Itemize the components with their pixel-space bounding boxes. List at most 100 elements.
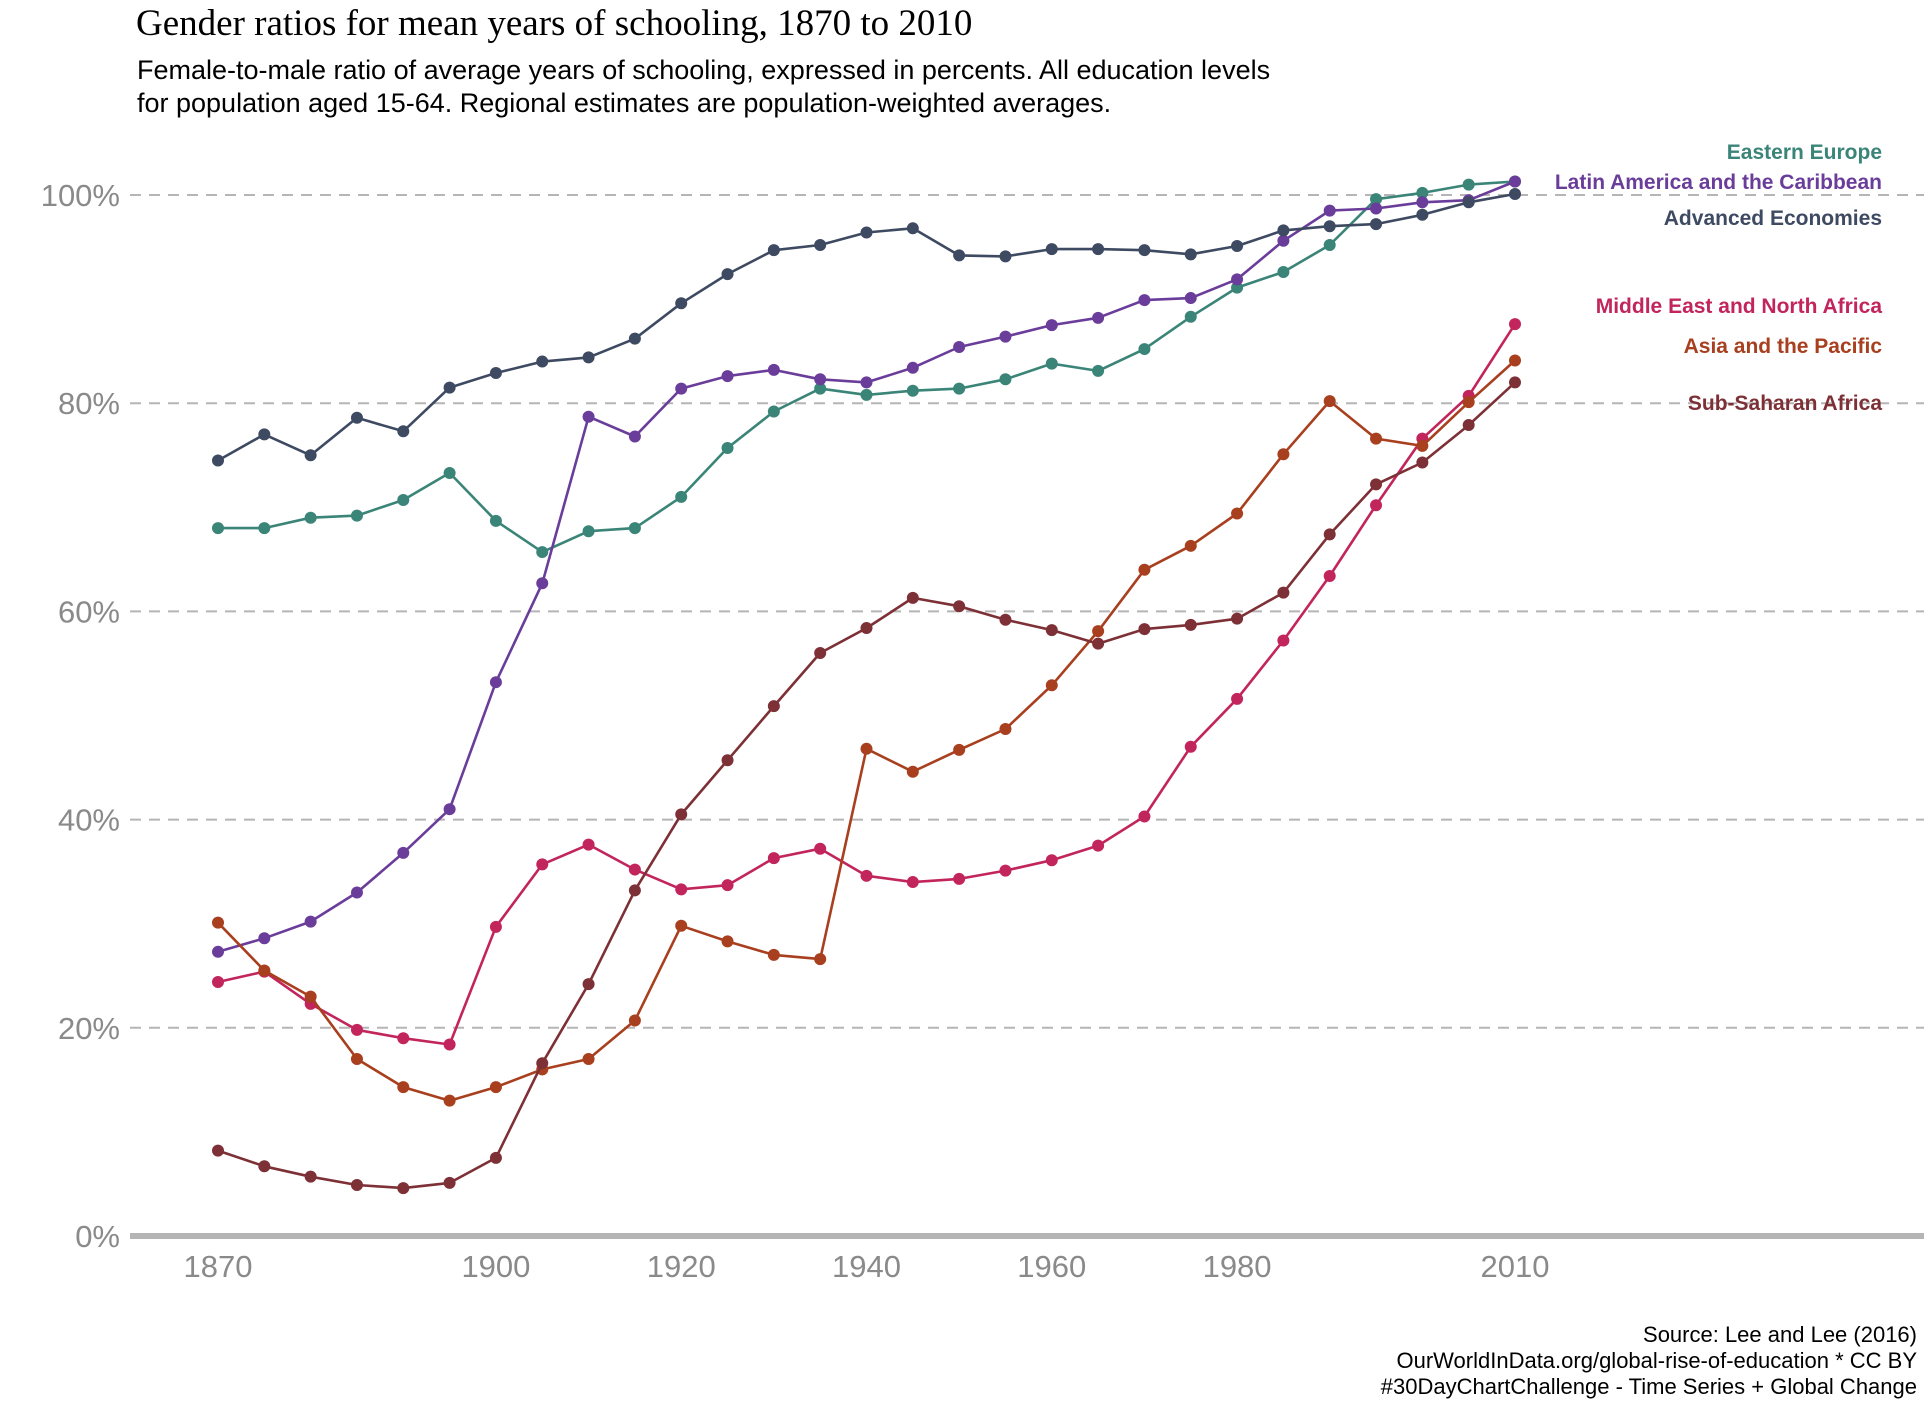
data-point [953,340,966,353]
data-point [953,872,966,885]
series-label: Asia and the Pacific [1684,335,1883,358]
data-point [721,370,734,383]
data-point [443,1176,456,1189]
data-point [443,803,456,816]
data-point [258,1160,271,1173]
y-tick-label: 20% [58,1011,120,1046]
data-point [1370,432,1383,445]
data-point [1092,839,1105,852]
source-note: Source: Lee and Lee (2016) [1643,1322,1917,1347]
y-tick-label: 0% [75,1219,120,1254]
data-point [1277,448,1290,461]
data-point [536,355,549,368]
data-point [999,373,1012,386]
series-label: Latin America and the Caribbean [1555,171,1882,194]
data-point [582,838,595,851]
data-point [582,525,595,538]
x-tick-label: 1960 [1017,1249,1086,1284]
data-point [814,647,827,660]
data-point [1416,456,1429,469]
data-point [953,249,966,262]
data-point [906,765,919,778]
data-point [860,742,873,755]
data-point [350,411,363,424]
series-asia-and-the-pacific [212,354,1521,1107]
data-point [953,382,966,395]
data-point [1462,196,1475,209]
subtitle-line: for population aged 15-64. Regional esti… [137,88,1112,118]
data-point [999,864,1012,877]
data-point [767,852,780,865]
data-point [767,948,780,961]
data-point [1509,175,1521,188]
data-point [1045,854,1058,867]
data-point [860,376,873,389]
data-point [1416,439,1429,452]
series-line [217,381,1516,1190]
y-tick-label: 80% [58,386,120,421]
data-point [1045,679,1058,692]
data-point [999,723,1012,736]
data-point [628,1014,641,1027]
data-point [212,975,224,988]
data-point [675,919,688,932]
data-point [350,886,363,899]
chart-title: Gender ratios for mean years of schoolin… [136,3,973,44]
data-point [582,1053,595,1066]
data-point [258,428,271,441]
data-point [397,425,410,438]
data-point [1138,294,1151,307]
data-point [721,935,734,948]
data-point [628,332,641,345]
data-point [1509,187,1521,200]
data-point [443,466,456,479]
data-point [906,361,919,374]
data-point [1323,528,1336,541]
data-point [1138,343,1151,356]
data-point [397,494,410,507]
data-point [1370,202,1383,215]
data-point [860,869,873,882]
data-point [397,1032,410,1045]
data-point [953,600,966,613]
data-point [721,879,734,892]
data-point [304,449,317,462]
data-point [906,222,919,235]
chart-subtitle: Female-to-male ratio of average years of… [137,54,1437,120]
data-point [258,964,271,977]
x-tick-label: 1870 [184,1249,253,1284]
chart-footer: Source: Lee and Lee (2016) OurWorldInDat… [1381,1322,1917,1400]
data-point [675,382,688,395]
data-point [536,577,549,590]
data-point [350,1023,363,1036]
data-point [212,522,224,535]
data-point [767,363,780,376]
data-point [1277,266,1290,279]
data-point [489,1151,502,1164]
data-point [258,932,271,945]
data-point [489,676,502,689]
series-middle-east-and-north-africa [212,318,1521,1051]
data-point [1184,539,1197,552]
data-point [1045,624,1058,637]
data-point [1184,618,1197,631]
data-point [767,244,780,257]
data-point [1231,273,1244,286]
data-point [1092,311,1105,324]
data-point [1416,186,1429,199]
data-point [212,1144,224,1157]
data-point [350,509,363,522]
data-point [675,490,688,503]
data-point [1416,208,1429,221]
x-tick-label: 1900 [461,1249,530,1284]
challenge-note: #30DayChartChallenge - Time Series + Glo… [1380,1374,1917,1399]
data-point [489,920,502,933]
data-point [536,1057,549,1070]
data-point [443,1038,456,1051]
data-point [814,382,827,395]
data-point [628,863,641,876]
y-tick-label: 60% [58,594,120,629]
data-point [489,514,502,527]
data-point [721,268,734,281]
data-point [1138,244,1151,257]
